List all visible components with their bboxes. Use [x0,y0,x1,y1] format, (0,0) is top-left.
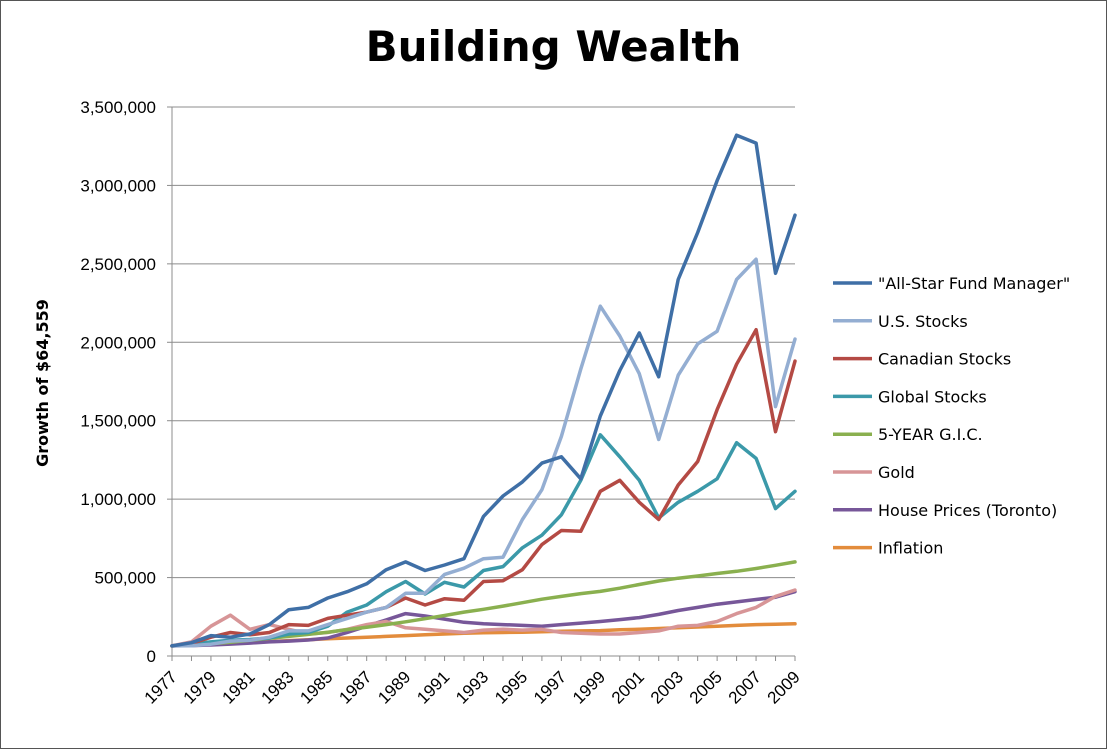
x-tick-label: 2003 [647,667,687,707]
x-tick-label: 1993 [452,667,492,707]
x-tick-label: 1977 [141,667,181,707]
x-tick-label: 2001 [608,667,648,707]
x-tick-label: 1985 [296,667,336,707]
x-tick-label: 1983 [257,667,297,707]
y-axis: 0 500,000 1,000,000 1,500,000 2,000,000 2,500… [80,98,173,666]
chart-title: Building Wealth [365,22,742,71]
series-line [170,133,797,648]
y-axis-label: Growth of $64,559 [33,299,52,467]
y-tick-label: 2,000,000 [80,333,156,352]
x-tick-label: 1979 [180,667,220,707]
x-tick-label: 1989 [374,667,414,707]
y-tick-label: 1,000,000 [80,490,156,509]
legend-entry: Inflation [878,539,943,558]
x-axis: 1977197919811983198519871989199119931995… [141,655,804,708]
x-tick-label: 2005 [686,667,726,707]
x-tick-label: 2009 [764,667,804,707]
series-line [170,257,797,648]
x-tick-label: 1991 [413,667,453,707]
gridlines [172,106,795,657]
legend: "All-Star Fund Manager" U.S. Stocks Canadi… [833,274,1070,558]
legend-entry: 5-YEAR G.I.C. [878,425,983,444]
legend-entry: Canadian Stocks [878,350,1011,369]
legend-entry: "All-Star Fund Manager" [878,274,1070,293]
y-tick-label: 3,500,000 [80,98,156,117]
legend-entry: House Prices (Toronto) [878,501,1057,520]
x-tick-label: 1997 [530,667,570,707]
legend-entry: Gold [878,463,915,482]
x-tick-label: 1981 [219,667,259,707]
x-tick-label: 1999 [569,667,609,707]
x-tick-label: 1995 [491,667,531,707]
series-line [170,327,797,648]
series-lines [170,133,797,648]
series-line [170,588,797,648]
legend-entry: U.S. Stocks [878,312,968,331]
y-tick-label: 2,500,000 [80,255,156,274]
x-tick-label: 1987 [335,667,375,707]
y-tick-label: 1,500,000 [80,412,156,431]
x-tick-label: 2007 [725,667,765,707]
y-tick-label: 500,000 [95,569,156,588]
legend-entry: Global Stocks [878,387,987,406]
y-tick-label: 3,000,000 [80,176,156,195]
y-tick-label: 0 [147,647,156,666]
series-line [170,589,797,648]
series-line [170,433,797,648]
